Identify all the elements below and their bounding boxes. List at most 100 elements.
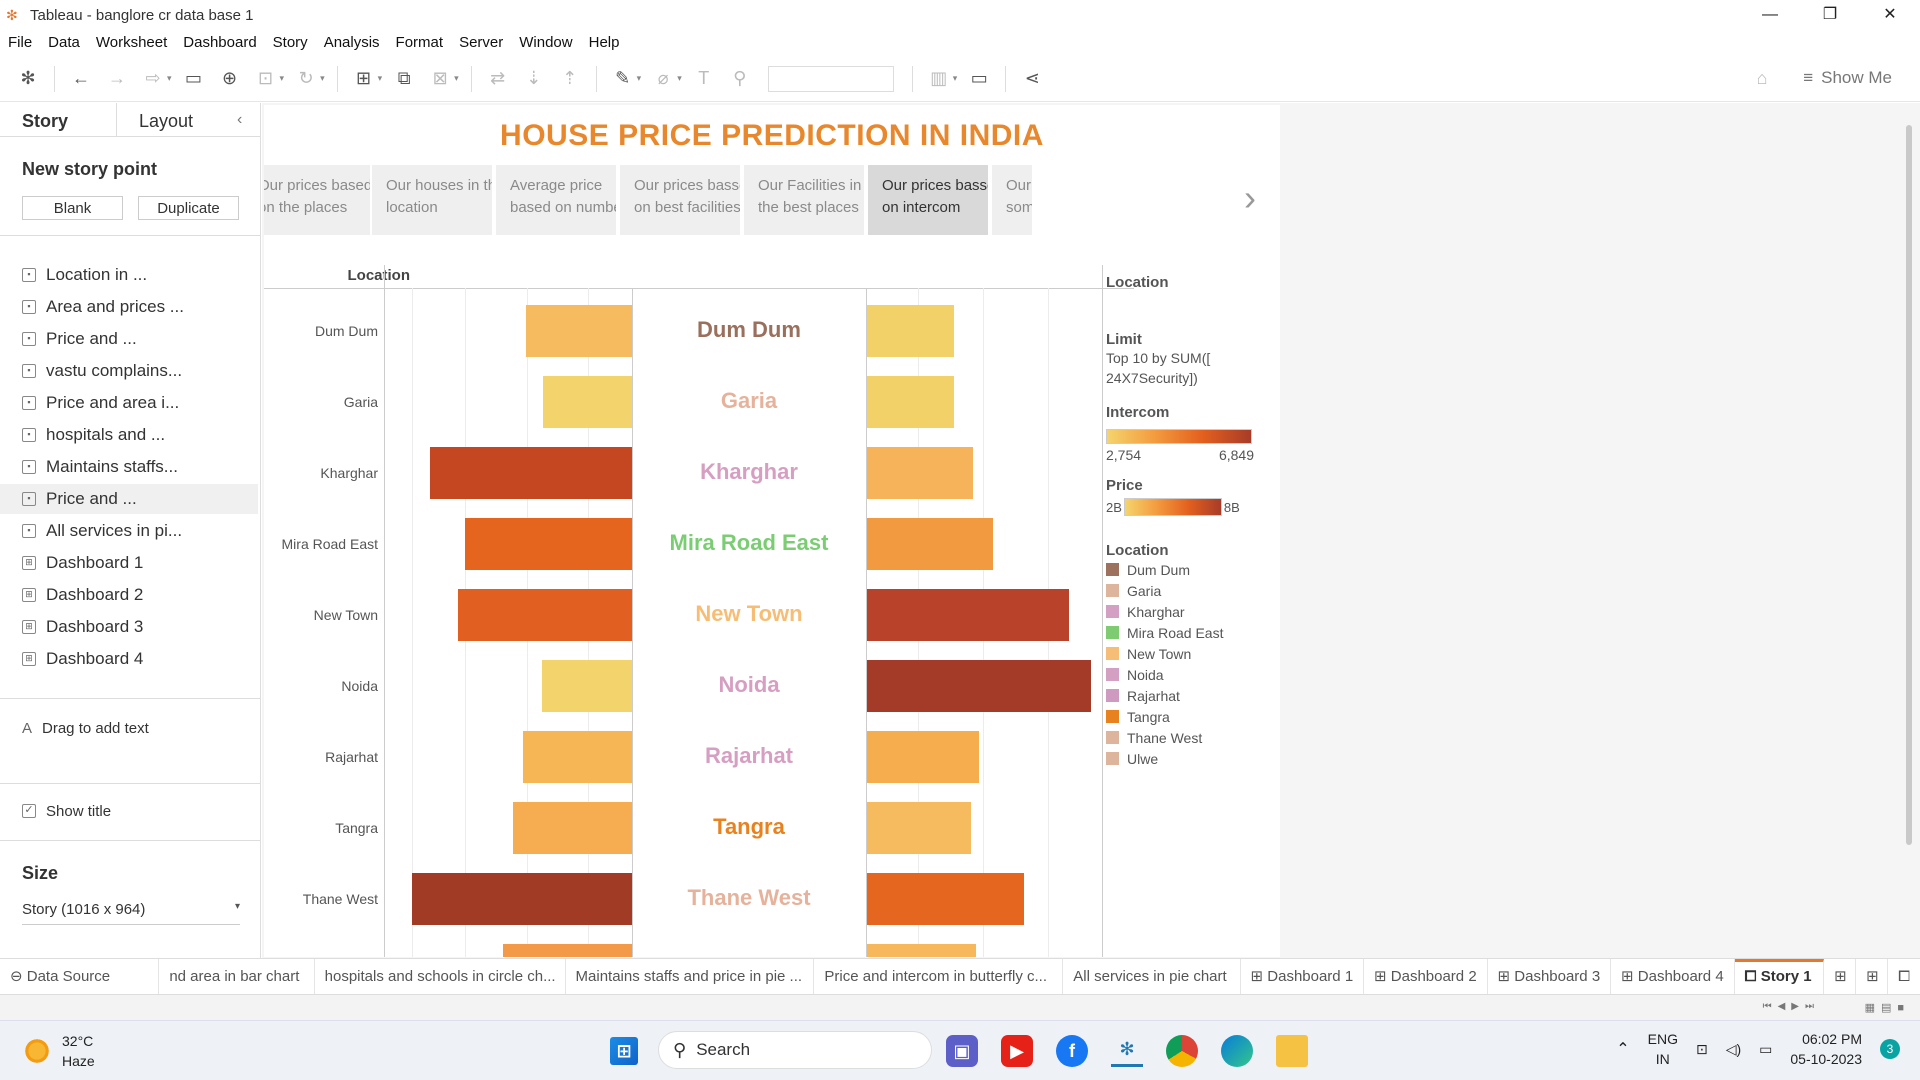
new-worksheet-icon[interactable]: ⊞ xyxy=(1824,958,1857,995)
undo-icon[interactable]: ← xyxy=(72,68,90,88)
dashboard-tab[interactable]: ⊞ Dashboard 2 xyxy=(1364,958,1488,995)
new-dashboard-icon[interactable]: ⊞ xyxy=(1856,958,1889,995)
view-mode-icon[interactable]: ▦▤■ xyxy=(1864,1002,1910,1014)
price-bar[interactable] xyxy=(867,873,1024,925)
sheet-tab[interactable]: nd area in bar chart xyxy=(159,958,315,995)
language-indicator[interactable]: ENG IN xyxy=(1647,1031,1678,1067)
sheet-item[interactable]: ▪ Maintains staffs... xyxy=(22,452,258,482)
intercom-bar[interactable] xyxy=(411,873,632,925)
story-point-7[interactable]: Our s... some... xyxy=(992,165,1032,235)
file-explorer-icon[interactable] xyxy=(1276,1035,1308,1067)
price-bar[interactable] xyxy=(867,376,954,428)
menu-dashboard[interactable]: Dashboard xyxy=(183,33,257,51)
price-bar[interactable] xyxy=(867,731,979,783)
sheet-item[interactable]: ▪ Price and area i... xyxy=(22,388,258,418)
new-sheet-icon[interactable]: ⊞ xyxy=(356,68,372,88)
sheet-item[interactable]: ▪ hospitals and ... xyxy=(22,420,258,450)
dashboard-item[interactable]: ⊞ Dashboard 2 xyxy=(22,580,258,610)
dashboard-item[interactable]: ⊞ Dashboard 4 xyxy=(22,644,258,674)
show-me-button[interactable]: ≡ Show Me xyxy=(1803,68,1892,88)
format-painter-icon[interactable]: ⌂ xyxy=(1756,68,1768,88)
menu-window[interactable]: Window xyxy=(519,33,573,51)
fit-select[interactable] xyxy=(767,65,894,92)
network-icon[interactable]: ⊡ xyxy=(1695,1040,1708,1057)
story-point-5[interactable]: Our Facilities in the best places xyxy=(744,165,864,235)
notification-badge[interactable]: 3 xyxy=(1880,1039,1900,1059)
legend-item[interactable]: Mira Road East xyxy=(1106,622,1280,643)
youtube-icon[interactable]: ▶ xyxy=(1001,1035,1033,1067)
redo-icon[interactable]: → xyxy=(108,68,126,88)
sort-ascending-icon[interactable]: ⇣ xyxy=(526,68,542,88)
legend-item[interactable]: Tangra xyxy=(1106,706,1280,727)
chrome-icon[interactable] xyxy=(1166,1035,1198,1067)
sheet-tab[interactable]: Maintains staffs and price in pie ... xyxy=(566,958,815,995)
drag-to-add-text[interactable]: A Drag to add text xyxy=(22,719,149,737)
chevron-up-icon[interactable]: ⌃ xyxy=(1616,1041,1630,1058)
sheet-tab[interactable]: Price and intercom in butterfly c... xyxy=(814,958,1064,995)
sort-descending-icon[interactable]: ⇡ xyxy=(562,68,578,88)
clock[interactable]: 06:02 PM 05-10-2023 xyxy=(1790,1029,1862,1069)
clear-sheet-icon[interactable]: ⊠ xyxy=(432,68,448,88)
show-cards-icon[interactable]: ▥ xyxy=(930,68,948,88)
swap-icon[interactable]: ⇄ xyxy=(490,68,506,88)
volume-icon[interactable]: ◁) xyxy=(1725,1040,1742,1057)
next-story-point-icon[interactable]: › xyxy=(1244,177,1256,218)
collapse-panel-icon[interactable]: ‹ xyxy=(237,111,243,128)
edge-icon[interactable] xyxy=(1221,1035,1253,1067)
intercom-bar[interactable] xyxy=(429,447,632,499)
intercom-bar[interactable] xyxy=(525,305,632,357)
close-button[interactable]: ✕ xyxy=(1883,6,1897,23)
highlight-icon[interactable]: ✎ xyxy=(615,68,631,88)
new-story-icon[interactable]: ⧠ xyxy=(1898,967,1911,985)
teams-chat-icon[interactable]: ▣ xyxy=(946,1035,978,1067)
vertical-scrollbar[interactable] xyxy=(1906,125,1912,845)
menu-help[interactable]: Help xyxy=(588,33,620,51)
menu-file[interactable]: File xyxy=(8,33,33,51)
dashboard-item[interactable]: ⊞ Dashboard 3 xyxy=(22,612,258,642)
battery-icon[interactable]: ▭ xyxy=(1759,1040,1773,1057)
restore-button[interactable]: ❐ xyxy=(1822,6,1838,23)
menu-analysis[interactable]: Analysis xyxy=(323,33,380,51)
pause-updates-icon[interactable]: ⊡ xyxy=(257,68,274,88)
story-point-2[interactable]: Our houses in the location xyxy=(372,165,492,235)
tab-data-source[interactable]: ⊖ Data Source xyxy=(0,958,160,995)
intercom-bar[interactable] xyxy=(543,376,632,428)
menu-worksheet[interactable]: Worksheet xyxy=(95,33,168,51)
tableau-taskbar-icon[interactable]: ✻ xyxy=(1111,1035,1143,1067)
price-bar[interactable] xyxy=(867,589,1069,641)
legend-item[interactable]: Rajarhat xyxy=(1106,685,1280,706)
labels-icon[interactable]: T xyxy=(698,68,710,88)
story-point-3[interactable]: Average price based on number xyxy=(496,165,616,235)
weather-widget[interactable]: 32°C Haze xyxy=(22,1031,95,1071)
duplicate-button[interactable]: Duplicate xyxy=(138,196,239,220)
menu-server[interactable]: Server xyxy=(459,33,504,51)
blank-button[interactable]: Blank xyxy=(22,196,123,220)
story-point-6[interactable]: Our prices bassed on intercom xyxy=(868,165,988,235)
dashboard-tab[interactable]: ⊞ Dashboard 3 xyxy=(1488,958,1612,995)
price-bar[interactable] xyxy=(867,802,971,854)
tab-story[interactable]: Story xyxy=(0,103,117,136)
sheet-tab[interactable]: hospitals and schools in circle ch... xyxy=(315,958,566,995)
legend-item[interactable]: Dum Dum xyxy=(1106,559,1280,580)
price-bar[interactable] xyxy=(867,447,974,499)
menu-story[interactable]: Story xyxy=(272,33,308,51)
dashboard-tab[interactable]: ⊞ Dashboard 1 xyxy=(1241,958,1365,995)
price-bar[interactable] xyxy=(867,944,977,957)
sheet-item[interactable]: ▪ vastu complains... xyxy=(22,356,258,386)
legend-item[interactable]: Thane West xyxy=(1106,727,1280,748)
replay-icon[interactable]: ⇨ xyxy=(145,68,161,88)
save-icon[interactable]: ▭ xyxy=(185,68,203,88)
legend-item[interactable]: Kharghar xyxy=(1106,601,1280,622)
price-bar[interactable] xyxy=(867,660,1091,712)
group-icon[interactable]: ⌀ xyxy=(657,68,669,88)
legend-item[interactable]: Ulwe xyxy=(1106,748,1280,769)
share-icon[interactable]: ⋖ xyxy=(1024,68,1040,88)
refresh-icon[interactable]: ↻ xyxy=(298,68,314,88)
taskbar-search[interactable]: ⚲ Search xyxy=(658,1031,932,1069)
presentation-mode-icon[interactable]: ▭ xyxy=(970,68,988,88)
sheet-item[interactable]: ▪ Price and ... xyxy=(22,324,258,354)
dashboard-tab[interactable]: ⊞ Dashboard 4 xyxy=(1611,958,1735,995)
duplicate-sheet-icon[interactable]: ⧉ xyxy=(397,68,411,88)
menu-data[interactable]: Data xyxy=(48,33,80,51)
sheet-item[interactable]: ▪ All services in pi... xyxy=(22,516,258,546)
